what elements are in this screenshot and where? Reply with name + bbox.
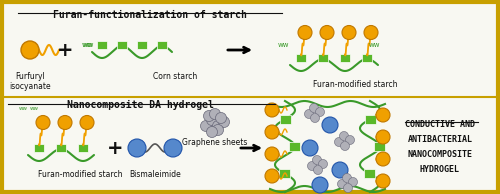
Circle shape bbox=[346, 135, 354, 145]
Circle shape bbox=[312, 156, 322, 165]
FancyBboxPatch shape bbox=[374, 142, 386, 151]
Circle shape bbox=[216, 113, 226, 124]
Text: Graphene sheets: Graphene sheets bbox=[182, 138, 248, 147]
Text: ww: ww bbox=[83, 42, 94, 48]
Circle shape bbox=[212, 125, 224, 135]
Circle shape bbox=[36, 115, 50, 130]
Text: Furan-functionalization of starch: Furan-functionalization of starch bbox=[53, 10, 247, 20]
FancyBboxPatch shape bbox=[137, 41, 147, 49]
Text: ww: ww bbox=[82, 42, 93, 48]
FancyBboxPatch shape bbox=[290, 142, 300, 151]
Circle shape bbox=[58, 115, 72, 130]
FancyBboxPatch shape bbox=[340, 54, 350, 62]
Circle shape bbox=[334, 138, 344, 146]
Text: +: + bbox=[57, 41, 73, 60]
FancyBboxPatch shape bbox=[78, 144, 88, 152]
Text: Furan-modified starch: Furan-modified starch bbox=[313, 80, 397, 89]
Circle shape bbox=[204, 111, 214, 121]
FancyBboxPatch shape bbox=[280, 114, 291, 124]
Circle shape bbox=[206, 114, 218, 126]
Circle shape bbox=[308, 161, 316, 171]
Circle shape bbox=[338, 179, 346, 189]
Circle shape bbox=[210, 108, 220, 120]
Text: CONDUCTIVE AND: CONDUCTIVE AND bbox=[405, 120, 475, 129]
Circle shape bbox=[364, 25, 378, 40]
Text: ANTIBACTERIAL: ANTIBACTERIAL bbox=[408, 135, 472, 144]
Circle shape bbox=[265, 103, 279, 117]
Text: +: + bbox=[107, 139, 123, 158]
Circle shape bbox=[316, 107, 324, 117]
Circle shape bbox=[21, 41, 39, 59]
Circle shape bbox=[376, 174, 390, 188]
Circle shape bbox=[322, 117, 338, 133]
Text: Furfuryl
isocyanate: Furfuryl isocyanate bbox=[9, 72, 51, 91]
Circle shape bbox=[342, 173, 351, 183]
FancyBboxPatch shape bbox=[157, 41, 167, 49]
Circle shape bbox=[332, 162, 348, 178]
Circle shape bbox=[318, 159, 328, 169]
Circle shape bbox=[80, 115, 94, 130]
Text: Furan-modified starch: Furan-modified starch bbox=[38, 170, 122, 179]
Circle shape bbox=[164, 139, 182, 157]
Circle shape bbox=[265, 169, 279, 183]
FancyBboxPatch shape bbox=[280, 169, 290, 178]
Text: Corn starch: Corn starch bbox=[153, 72, 197, 81]
Circle shape bbox=[340, 132, 348, 140]
FancyBboxPatch shape bbox=[34, 144, 44, 152]
FancyBboxPatch shape bbox=[362, 54, 372, 62]
FancyBboxPatch shape bbox=[364, 169, 376, 178]
Circle shape bbox=[348, 178, 358, 186]
Text: HYDROGEL: HYDROGEL bbox=[420, 165, 460, 174]
FancyBboxPatch shape bbox=[56, 144, 66, 152]
Circle shape bbox=[304, 109, 314, 119]
Circle shape bbox=[376, 108, 390, 122]
Text: ww: ww bbox=[30, 106, 39, 111]
Circle shape bbox=[200, 120, 211, 132]
Circle shape bbox=[340, 141, 349, 151]
Circle shape bbox=[376, 152, 390, 166]
FancyBboxPatch shape bbox=[97, 41, 107, 49]
Text: ww: ww bbox=[368, 42, 380, 48]
Circle shape bbox=[320, 25, 334, 40]
FancyBboxPatch shape bbox=[365, 114, 376, 124]
Text: NANOCOMPOSITE: NANOCOMPOSITE bbox=[408, 150, 472, 159]
Text: Bismaleimide: Bismaleimide bbox=[129, 170, 181, 179]
Circle shape bbox=[128, 139, 146, 157]
FancyBboxPatch shape bbox=[117, 41, 127, 49]
Circle shape bbox=[212, 120, 224, 132]
Circle shape bbox=[342, 25, 356, 40]
Circle shape bbox=[265, 125, 279, 139]
Circle shape bbox=[218, 117, 230, 127]
Circle shape bbox=[314, 165, 322, 174]
Circle shape bbox=[376, 130, 390, 144]
Text: ww: ww bbox=[278, 42, 289, 48]
FancyBboxPatch shape bbox=[318, 54, 328, 62]
Circle shape bbox=[312, 177, 328, 193]
Circle shape bbox=[344, 184, 352, 192]
Circle shape bbox=[302, 140, 318, 156]
Circle shape bbox=[298, 25, 312, 40]
Circle shape bbox=[206, 126, 218, 138]
FancyBboxPatch shape bbox=[2, 2, 498, 192]
FancyBboxPatch shape bbox=[296, 54, 306, 62]
Text: ww: ww bbox=[19, 106, 28, 111]
Circle shape bbox=[310, 104, 318, 113]
Circle shape bbox=[310, 113, 320, 122]
Text: Nanocomposite DA hydrogel: Nanocomposite DA hydrogel bbox=[66, 100, 214, 110]
Circle shape bbox=[265, 147, 279, 161]
